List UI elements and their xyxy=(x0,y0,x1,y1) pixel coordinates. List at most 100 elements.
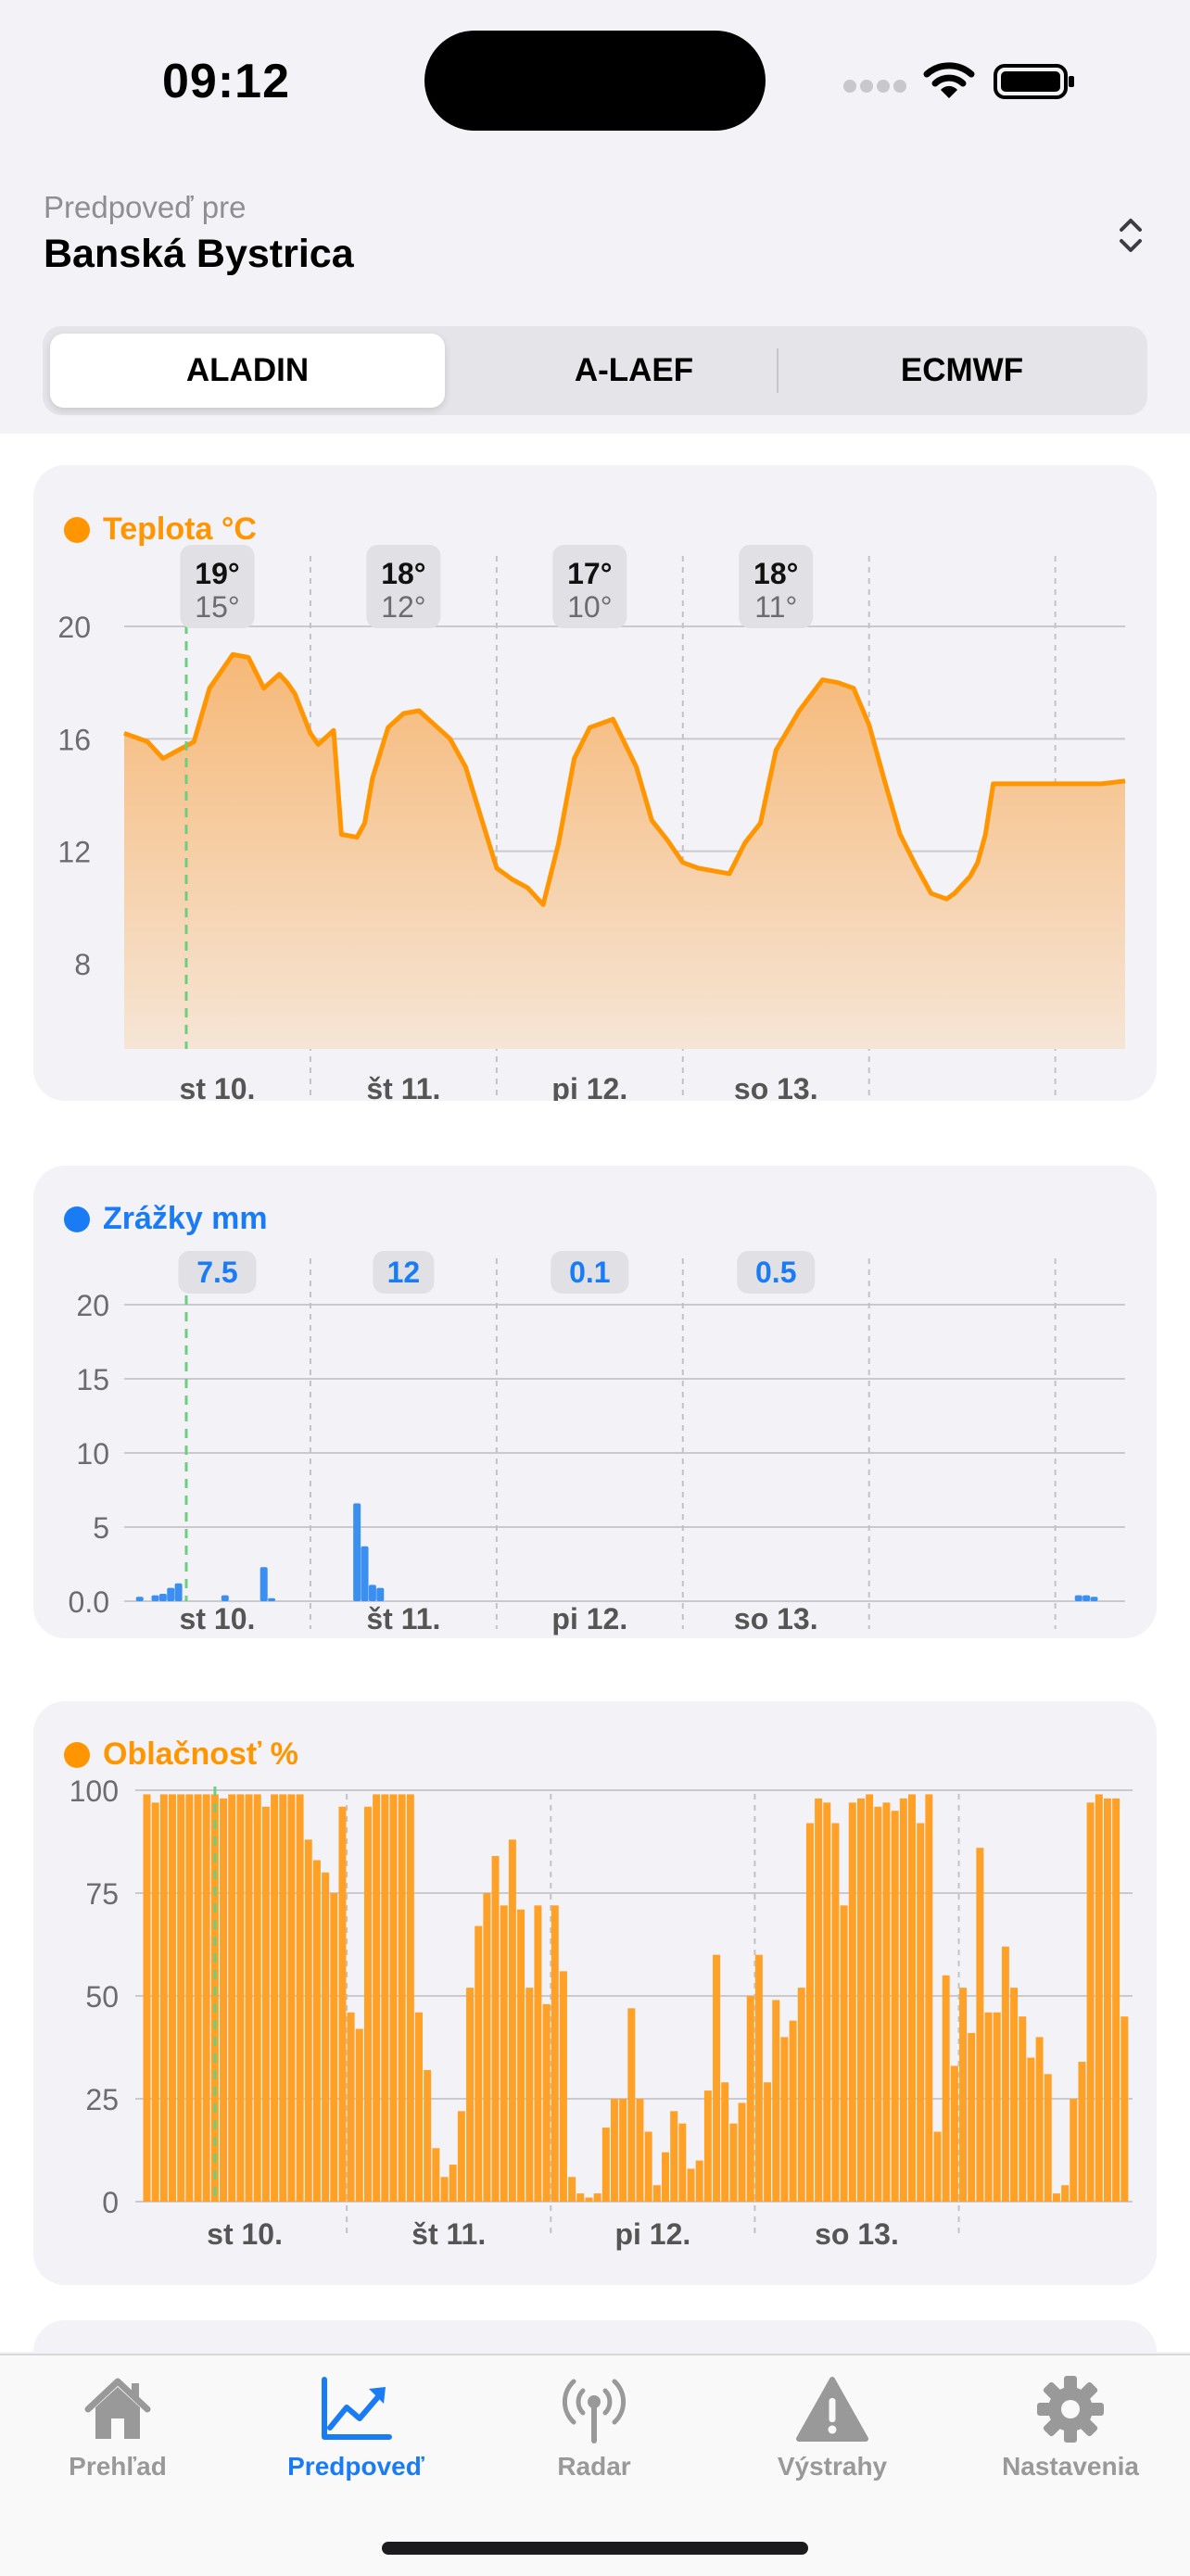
cloud-bar xyxy=(457,2111,465,2202)
status-bar: 09:12 xyxy=(0,0,1190,167)
cloud-bar xyxy=(874,1806,882,2202)
cloud-bar xyxy=(432,2148,440,2202)
segment-ecmwf[interactable]: ECMWF xyxy=(900,352,1024,388)
cloud-x-tick: pi 12. xyxy=(614,2217,690,2251)
cloud-bar xyxy=(330,1893,338,2202)
cloud-bar xyxy=(381,1794,389,2202)
segment-a-laef[interactable]: A-LAEF xyxy=(574,352,694,388)
temperature-legend-dot xyxy=(64,516,90,543)
cloud-bar xyxy=(652,2185,661,2202)
segment-aladin[interactable]: ALADIN xyxy=(50,334,445,408)
cloud-bar xyxy=(1052,2193,1060,2202)
daily-precip-badge xyxy=(178,1251,257,1294)
daily-temp-badge xyxy=(552,545,627,628)
cloud-bar xyxy=(670,2111,678,2202)
precipitation-bar xyxy=(167,1587,175,1601)
tab-radar[interactable]: Radar xyxy=(501,2374,687,2481)
tab-radar-label: Radar xyxy=(557,2452,631,2481)
cloud-y-tick: 0 xyxy=(102,2186,119,2219)
tab-nastavenia-label: Nastavenia xyxy=(1002,2452,1139,2481)
forecast-for-label: Predpoveď pre xyxy=(44,190,247,224)
temperature-x-tick: st 10. xyxy=(180,1072,256,1101)
precipitation-x-tick: št 11. xyxy=(366,1602,440,1635)
cloud-bar xyxy=(151,1802,159,2202)
cloud-x-tick: st 10. xyxy=(207,2217,283,2251)
cloud-bar xyxy=(279,1794,287,2202)
cloud-bar xyxy=(662,2152,669,2202)
cloud-bar xyxy=(1061,2185,1070,2202)
cloud-bar xyxy=(236,1794,245,2202)
precipitation-y-tick: 0.0 xyxy=(69,1585,109,1619)
cellular-signal-icon xyxy=(843,80,906,93)
wifi-icon xyxy=(923,62,975,98)
cloud-bar xyxy=(984,2012,993,2202)
cloud-bar xyxy=(424,2069,432,2202)
cloud-bar xyxy=(322,1872,330,2202)
cloud-bar xyxy=(627,2008,636,2202)
tab-predpoved[interactable]: Predpoveď xyxy=(263,2374,449,2481)
tab-vystrahy[interactable]: Výstrahy xyxy=(740,2374,925,2481)
cloud-bar xyxy=(738,2102,746,2202)
cloud-bar xyxy=(304,1839,312,2202)
daily-precip-total: 7.5 xyxy=(196,1256,237,1289)
cloud-bar xyxy=(253,1794,261,2202)
cloud-y-tick: 75 xyxy=(85,1877,119,1911)
cloud-bar xyxy=(576,2193,585,2202)
cloud-bar xyxy=(1120,2016,1129,2202)
tab-nastavenia[interactable]: Nastavenia xyxy=(978,2374,1163,2481)
cloud-bar xyxy=(950,2065,958,2202)
cloud-bar xyxy=(601,2128,610,2202)
location-picker-chevron-icon[interactable] xyxy=(1112,215,1149,256)
temperature-x-tick: pi 12. xyxy=(551,1072,627,1101)
daily-precip-badge xyxy=(737,1251,816,1294)
tab-prehlad[interactable]: Prehľad xyxy=(25,2374,210,2481)
cloud-bar xyxy=(363,1806,372,2202)
cloud-bar xyxy=(968,2032,976,2202)
cloud-bar xyxy=(780,2037,789,2202)
cloud-bar xyxy=(220,1798,228,2202)
temperature-y-tick: 12 xyxy=(57,836,91,869)
cloud-bar xyxy=(721,2082,729,2202)
daily-max-temp: 18° xyxy=(753,557,798,590)
precipitation-card: Zrážky mm 20 15 10 5 0.0 7.5 st 10. 12 št 11. 0.1… xyxy=(33,1166,1157,1638)
daily-min-temp: 11° xyxy=(754,590,797,624)
cloud-bar xyxy=(355,2028,363,2202)
cloud-bar xyxy=(1027,2057,1035,2202)
temperature-y-tick: 16 xyxy=(57,723,91,756)
cloud-bar xyxy=(373,1794,381,2202)
cloud-bar xyxy=(636,2099,644,2202)
cloud-bar xyxy=(1001,1946,1009,2202)
cloud-cover-card: Oblačnosť % 100 75 50 25 0 st 10. št 11. pi 12.… xyxy=(33,1701,1157,2285)
cloud-bar xyxy=(491,1856,500,2202)
forecast-content[interactable]: Teplota °C 20 16 12 8 19° 15° st 10. 18° 12° št 1… xyxy=(0,434,1190,2506)
cloud-bar xyxy=(585,2197,593,2202)
warning-triangle-icon xyxy=(796,2377,868,2442)
cloud-y-tick: 25 xyxy=(85,2083,119,2116)
model-segmented-control: ALADIN A-LAEF ECMWF xyxy=(43,326,1147,415)
cloud-bar xyxy=(500,1905,508,2202)
precipitation-bar xyxy=(361,1546,369,1601)
cloud-bar xyxy=(797,1988,805,2202)
cloud-bar xyxy=(475,1926,483,2202)
cloud-bar xyxy=(228,1794,236,2202)
precipitation-x-tick: so 13. xyxy=(734,1602,818,1635)
cloud-x-tick: št 11. xyxy=(411,2217,486,2251)
precipitation-x-tick: st 10. xyxy=(180,1602,256,1635)
cloud-bar xyxy=(610,2099,618,2202)
cloud-cover-title: Oblačnosť % xyxy=(64,1736,298,1773)
tab-prehlad-label: Prehľad xyxy=(69,2452,167,2481)
tab-predpoved-label: Predpoveď xyxy=(287,2452,424,2481)
cloud-bar xyxy=(143,1794,151,2202)
status-time: 09:12 xyxy=(162,55,290,108)
daily-max-temp: 19° xyxy=(195,557,239,590)
location-name[interactable]: Banská Bystrica xyxy=(44,232,354,276)
precipitation-bar xyxy=(1082,1595,1091,1601)
house-icon xyxy=(84,2378,151,2439)
daily-min-temp: 10° xyxy=(567,590,612,624)
antenna-icon xyxy=(562,2379,627,2443)
precipitation-bar xyxy=(151,1595,159,1601)
precipitation-y-tick: 15 xyxy=(76,1363,109,1396)
precipitation-bar xyxy=(174,1583,183,1601)
precipitation-bar xyxy=(376,1587,385,1601)
cloud-bar xyxy=(525,1988,534,2202)
